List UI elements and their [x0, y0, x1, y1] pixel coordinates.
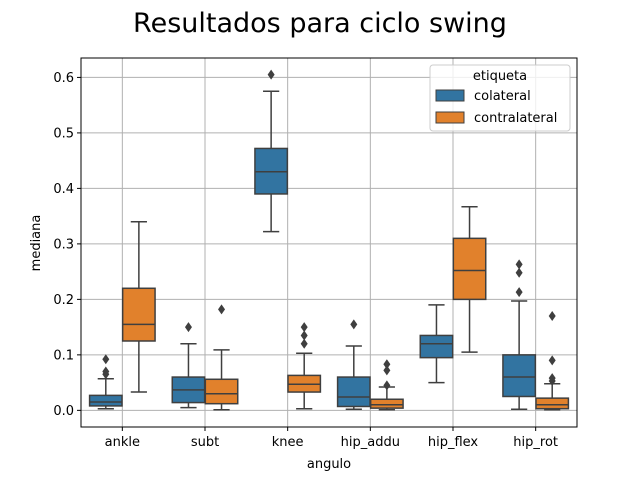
box-colateral-ankle [88, 354, 123, 410]
y-axis-ticks: 0.0 0.1 0.2 0.3 0.4 0.5 0.6 [53, 71, 81, 419]
box-iqr [369, 398, 404, 409]
legend-swatch-contralateral [435, 111, 465, 124]
legend: etiqueta colateral contralateral [429, 64, 571, 132]
legend-label-contralateral: contralateral [474, 111, 557, 126]
x-tick-label: hip_flex [428, 435, 479, 450]
outlier-point [515, 259, 523, 270]
box-iqr [121, 287, 156, 342]
legend-label-colateral: colateral [474, 89, 531, 104]
y-tick-label: 0.1 [53, 348, 74, 363]
y-tick-label: 0.0 [53, 404, 74, 419]
box-iqr [336, 376, 371, 408]
x-tick-label: ankle [105, 435, 140, 450]
x-tick-label: subt [191, 435, 219, 450]
outlier-point [548, 373, 556, 384]
box-colateral-hip_flex [419, 304, 454, 384]
outlier-point [218, 304, 226, 315]
box-iqr [502, 354, 537, 398]
x-tick-label: hip_addu [341, 435, 400, 450]
outlier-point [300, 330, 308, 341]
outlier-point [548, 311, 556, 322]
outlier-point [515, 267, 523, 278]
chart-title: Resultados para ciclo swing [133, 8, 507, 39]
legend-swatch-colateral [435, 89, 465, 102]
outlier-point [300, 338, 308, 349]
y-tick-label: 0.3 [53, 237, 74, 252]
x-tick-label: hip_rot [513, 435, 558, 450]
y-axis-label: mediana [29, 215, 44, 272]
box-iqr [452, 237, 487, 301]
outlier-point [184, 322, 192, 333]
plot-frame [80, 57, 578, 428]
box-colateral-knee [254, 69, 289, 233]
box-colateral-hip_rot [502, 259, 537, 410]
box-contralateral-knee [287, 322, 322, 410]
outlier-point [102, 354, 110, 365]
box-iqr [88, 394, 123, 407]
y-tick-label: 0.6 [53, 71, 74, 86]
box-contralateral-subt [204, 304, 239, 411]
outlier-point [350, 319, 358, 330]
outlier-point [102, 366, 110, 377]
y-tick-label: 0.4 [53, 182, 74, 197]
outlier-point [383, 365, 391, 376]
y-tick-label: 0.5 [53, 126, 74, 141]
outlier-point [267, 69, 275, 80]
x-tick-label: knee [272, 435, 304, 450]
outlier-point [383, 380, 391, 391]
box-colateral-subt [171, 322, 206, 409]
legend-title: etiqueta [473, 69, 527, 84]
box-iqr [204, 378, 239, 405]
box-iqr [535, 397, 570, 410]
box-contralateral-hip_addu [369, 359, 404, 411]
x-axis-label: angulo [307, 457, 351, 472]
outlier-point [383, 359, 391, 370]
outlier-point [300, 322, 308, 333]
box-colateral-hip_addu [336, 319, 371, 410]
y-tick-label: 0.2 [53, 293, 74, 308]
outlier-point [515, 287, 523, 298]
legend-frame [429, 64, 571, 132]
box-iqr [419, 334, 454, 359]
outlier-point [548, 355, 556, 366]
x-axis-ticks: ankle subt knee hip_addu hip_flex hip_rot [105, 427, 558, 450]
box-contralateral-hip_flex [452, 205, 487, 353]
box-plots [88, 69, 570, 411]
box-contralateral-ankle [121, 220, 156, 393]
box-contralateral-hip_rot [535, 311, 570, 411]
